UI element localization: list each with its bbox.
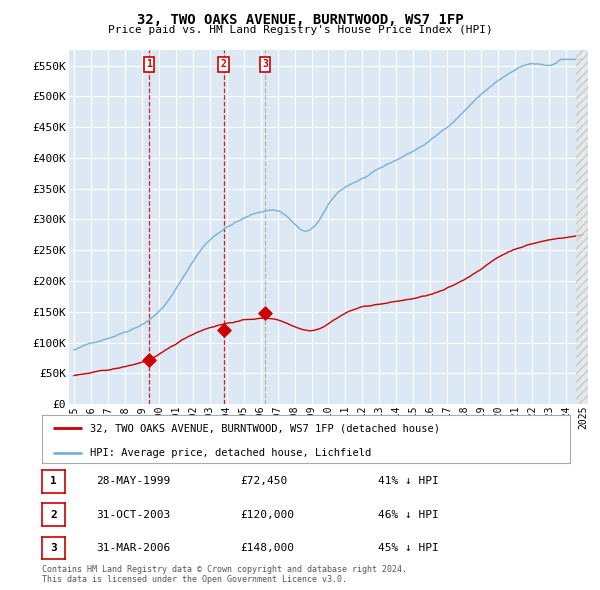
Point xyxy=(144,355,154,364)
Text: 31-OCT-2003: 31-OCT-2003 xyxy=(96,510,170,520)
Text: 31-MAR-2006: 31-MAR-2006 xyxy=(96,543,170,553)
Text: 1: 1 xyxy=(50,476,57,486)
Text: 41% ↓ HPI: 41% ↓ HPI xyxy=(378,476,439,486)
Text: 28-MAY-1999: 28-MAY-1999 xyxy=(96,476,170,486)
Text: £72,450: £72,450 xyxy=(240,476,287,486)
Point xyxy=(219,326,229,335)
Text: Price paid vs. HM Land Registry's House Price Index (HPI): Price paid vs. HM Land Registry's House … xyxy=(107,25,493,35)
Text: 1: 1 xyxy=(146,60,152,70)
Text: 2: 2 xyxy=(50,510,57,520)
Text: £148,000: £148,000 xyxy=(240,543,294,553)
Text: 32, TWO OAKS AVENUE, BURNTWOOD, WS7 1FP (detached house): 32, TWO OAKS AVENUE, BURNTWOOD, WS7 1FP … xyxy=(89,423,440,433)
Text: £120,000: £120,000 xyxy=(240,510,294,520)
Text: 32, TWO OAKS AVENUE, BURNTWOOD, WS7 1FP: 32, TWO OAKS AVENUE, BURNTWOOD, WS7 1FP xyxy=(137,13,463,27)
Text: 3: 3 xyxy=(262,60,268,70)
Text: 46% ↓ HPI: 46% ↓ HPI xyxy=(378,510,439,520)
Text: 45% ↓ HPI: 45% ↓ HPI xyxy=(378,543,439,553)
Text: Contains HM Land Registry data © Crown copyright and database right 2024.
This d: Contains HM Land Registry data © Crown c… xyxy=(42,565,407,584)
Point xyxy=(260,309,269,318)
Text: HPI: Average price, detached house, Lichfield: HPI: Average price, detached house, Lich… xyxy=(89,447,371,457)
Text: 3: 3 xyxy=(50,543,57,553)
Text: 2: 2 xyxy=(221,60,227,70)
